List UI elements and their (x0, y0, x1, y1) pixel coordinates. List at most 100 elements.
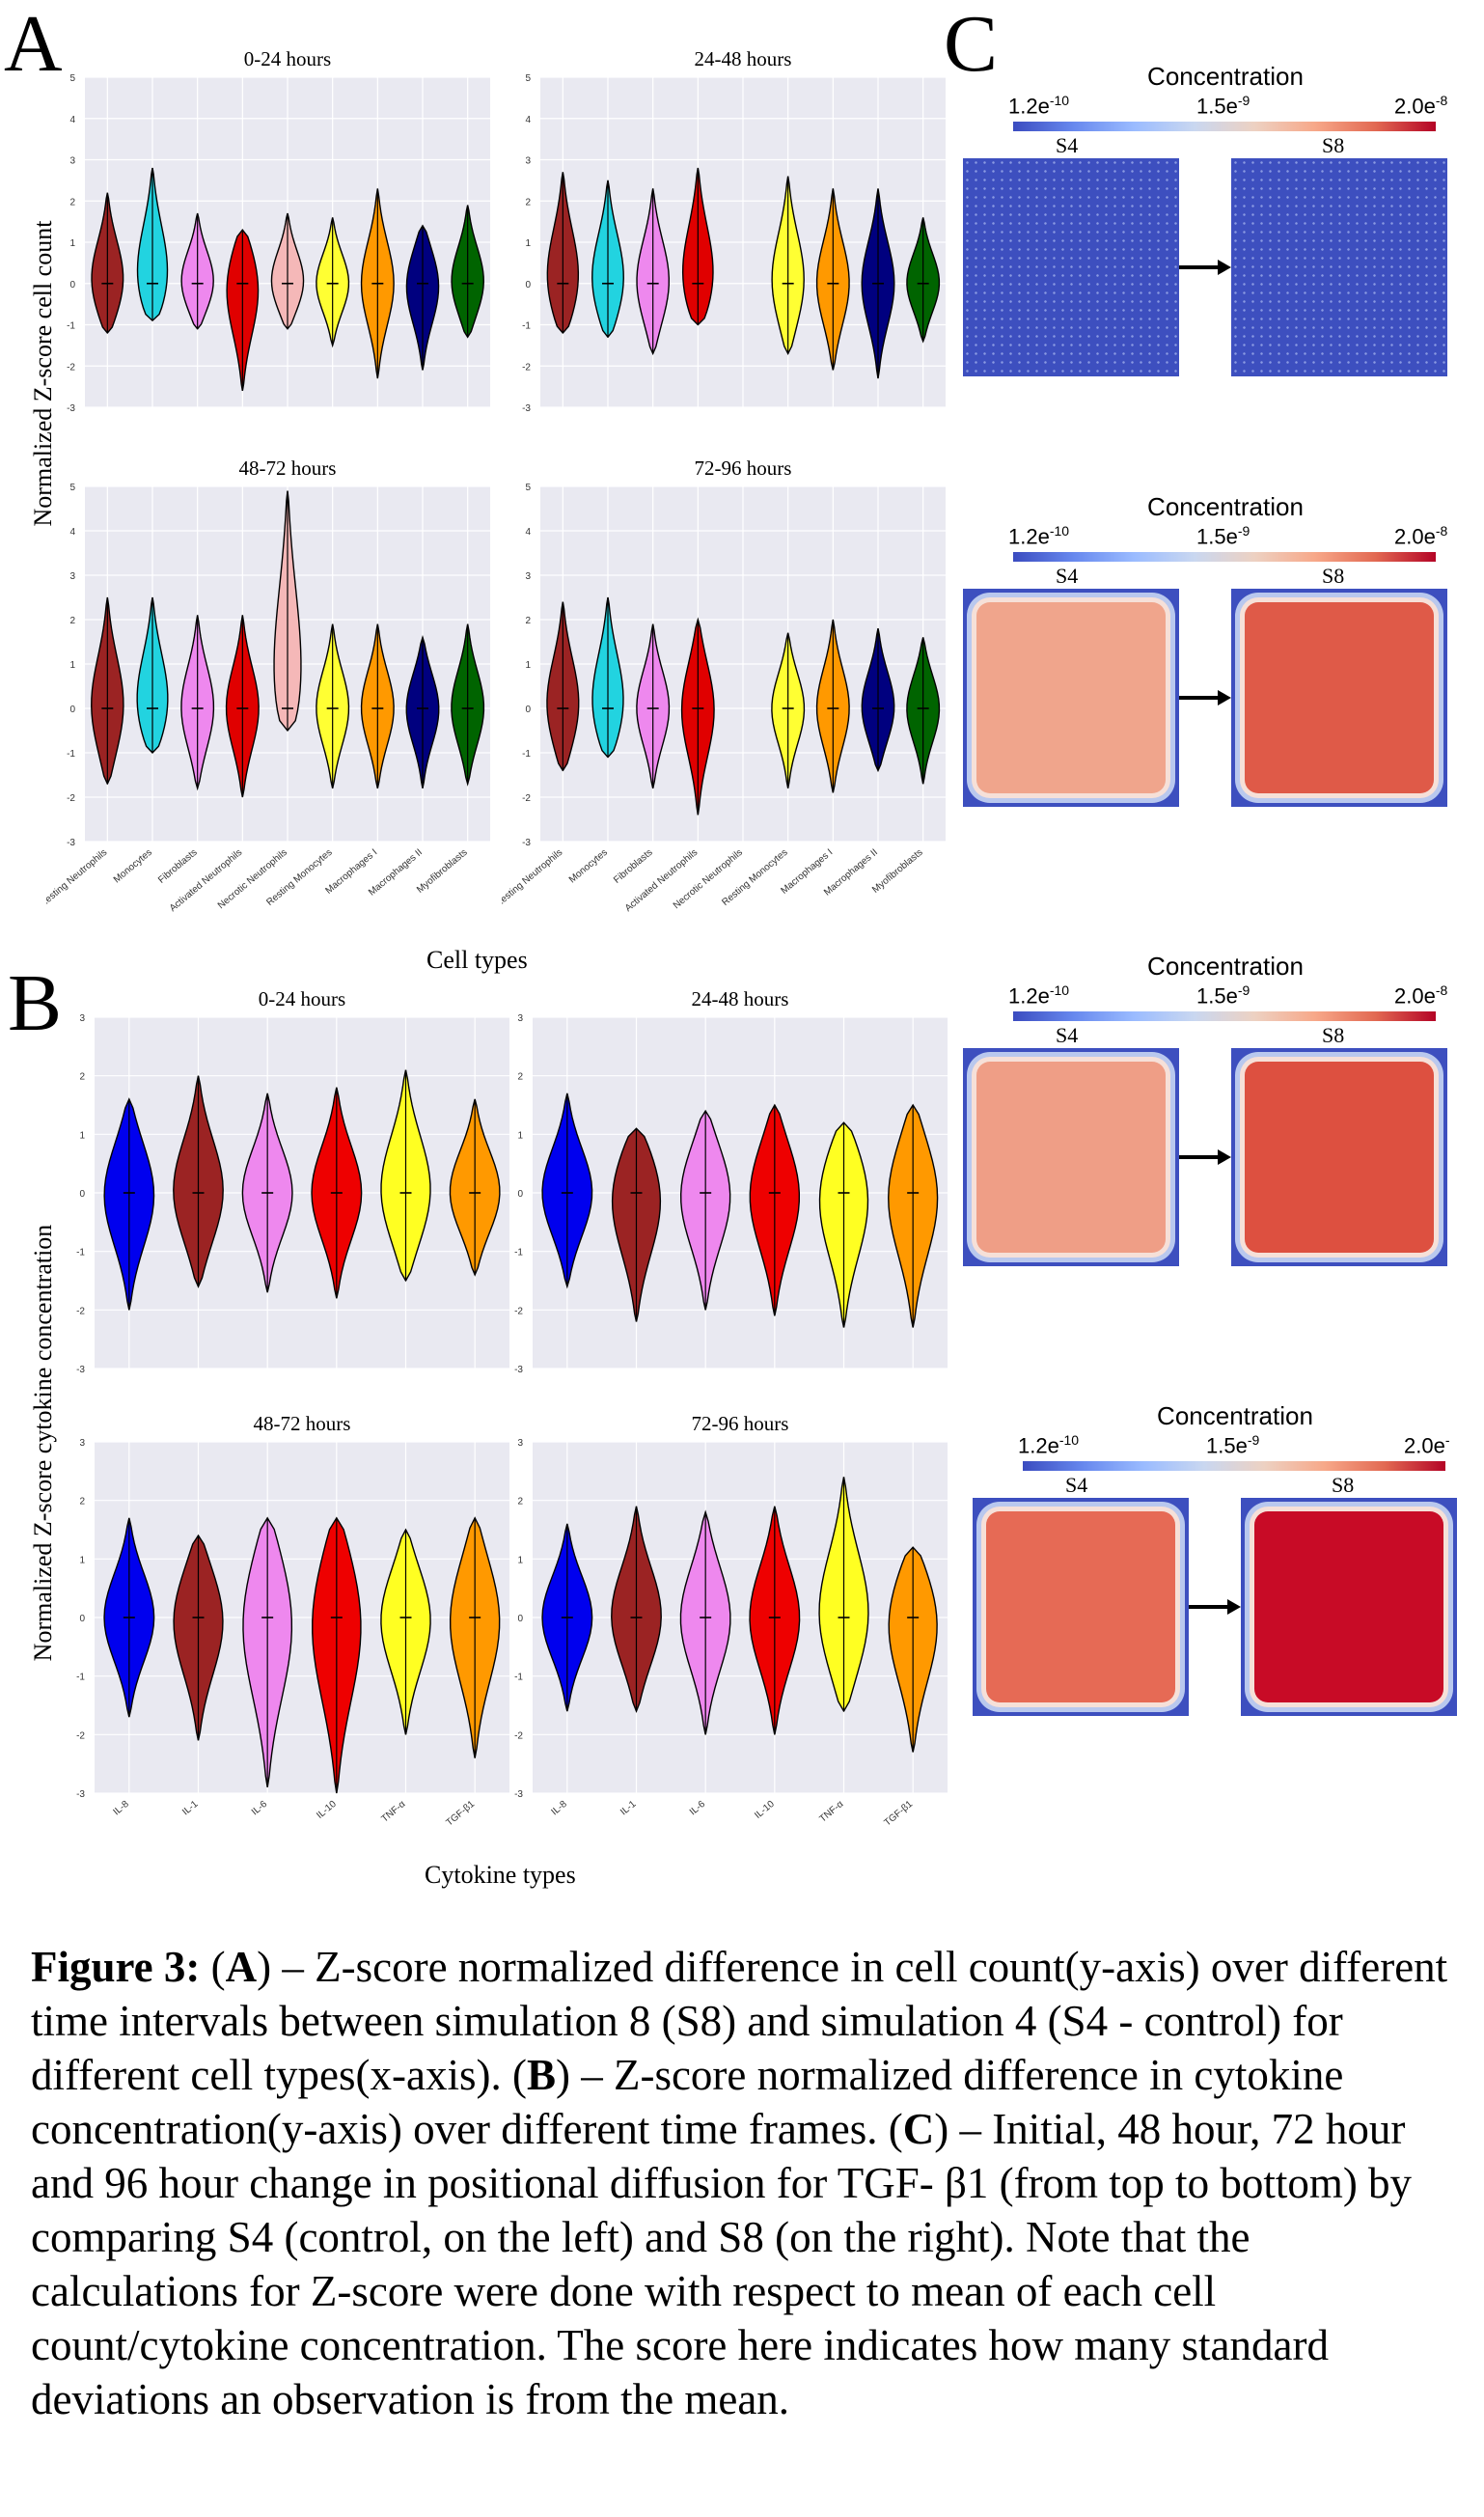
x-tick-label: TNF-α (379, 1799, 407, 1825)
sim-label-right: S8 (1322, 564, 1345, 588)
y-tick-label: -3 (514, 1789, 523, 1800)
x-tick-label: Monocytes (112, 847, 154, 886)
y-tick-label: -1 (514, 1673, 523, 1683)
x-tick-label: IL-6 (250, 1799, 270, 1818)
x-tick-label: IL-8 (549, 1799, 569, 1818)
sim-image-s4 (963, 1048, 1179, 1266)
y-tick-label: 0 (525, 280, 531, 290)
colorbar-tick: 2.0e-8 (1394, 93, 1448, 119)
y-tick-label: 4 (69, 527, 75, 538)
y-tick-label: 0 (79, 1189, 85, 1200)
y-tick-label: -2 (67, 793, 75, 804)
x-tick-label: IL-1 (180, 1799, 201, 1818)
panel-letter-b: B (8, 958, 63, 1048)
colorbar (1013, 1011, 1436, 1021)
y-tick-label: 2 (79, 1072, 85, 1083)
y-tick-label: 2 (525, 197, 531, 207)
y-tick-label: -3 (514, 1365, 523, 1375)
y-tick-label: -2 (76, 1730, 85, 1741)
caption-ref-a: A (225, 1943, 258, 1991)
y-tick-label: 5 (69, 483, 75, 493)
y-tick-label: -3 (76, 1365, 85, 1375)
colorbar-tick: 1.2e-10 (1008, 523, 1070, 549)
sim-image-s8 (1231, 589, 1447, 807)
colorbar-tick: 1.5e-9 (1196, 523, 1250, 549)
colorbar-title: Concentration (1147, 952, 1304, 981)
colorbar (1013, 122, 1436, 131)
chart-title: 0-24 hours (259, 987, 345, 1010)
y-tick-label: -2 (522, 793, 531, 804)
y-tick-label: 1 (525, 660, 531, 671)
y-tick-label: 2 (79, 1497, 85, 1507)
caption-ref-b: B (526, 2051, 556, 2099)
violin-chart-a-24-48: -3 -2 -1 0 1 2 3 4 5 24-48 hours (522, 47, 946, 414)
colorbar-tick: 2.0e-8 (1394, 982, 1448, 1009)
y-tick-label: 3 (525, 156, 531, 167)
y-tick-label: -1 (514, 1248, 523, 1258)
chart-title: 48-72 hours (239, 456, 337, 480)
y-tick-label: -1 (67, 321, 75, 332)
y-tick-label: -1 (76, 1248, 85, 1258)
y-tick-label: -3 (522, 838, 531, 848)
caption-text-3: ) – Z-score normalized difference in cyt… (31, 2051, 1344, 2153)
y-tick-label: -3 (522, 403, 531, 414)
chart-title: 48-72 hours (254, 1412, 351, 1435)
y-tick-label: 1 (79, 1130, 85, 1141)
y-tick-label: -3 (67, 403, 75, 414)
x-tick-label: Fibroblasts (156, 847, 200, 886)
caption-text-4: ) – Initial, 48 hour, 72 hour and 96 hou… (31, 2105, 1413, 2423)
violin-chart-a-0-24: -3 -2 -1 0 1 2 3 4 5 0-24 hours (67, 47, 490, 414)
arrow-right-icon (1189, 1599, 1241, 1615)
y-tick-label: 2 (525, 616, 531, 626)
y-tick-label: 3 (517, 1013, 523, 1024)
x-tick-label: Fibroblasts (612, 847, 655, 886)
sim-image-s4 (963, 589, 1179, 807)
colorbar-tick: 1.5e-9 (1196, 93, 1250, 119)
colorbar-tick: 1.5e-9 (1206, 1432, 1260, 1458)
y-tick-label: 3 (69, 156, 75, 167)
chart-title: 72-96 hours (692, 1412, 789, 1435)
caption-text-2: ) – Z-score normalized difference in cel… (31, 1943, 1448, 2099)
y-tick-label: 2 (69, 616, 75, 626)
colorbar-tick: 1.5e-9 (1196, 982, 1250, 1009)
panel-a-xlabel: Cell types (426, 946, 528, 974)
y-tick-label: 3 (79, 1013, 85, 1024)
y-tick-label: -2 (514, 1306, 523, 1316)
arrow-right-icon (1179, 1149, 1231, 1165)
y-tick-label: 1 (517, 1130, 523, 1141)
y-tick-label: 1 (525, 238, 531, 249)
x-tick-label: IL-10 (315, 1799, 339, 1821)
violin-chart-b-72-96: -3 -2 -1 0 1 2 3 72-96 hours IL-8 IL-1 IL-6 IL-10 TN… (514, 1412, 948, 1829)
sim-label-left: S4 (1056, 564, 1079, 588)
violin-chart-b-24-48: -3 -2 -1 0 1 2 3 24-48 hours (514, 987, 948, 1375)
sim-label-right: S8 (1322, 133, 1345, 157)
y-tick-label: 4 (69, 115, 75, 125)
y-tick-label: -3 (76, 1789, 85, 1800)
y-tick-label: -3 (67, 838, 75, 848)
panel-letter-a: A (4, 0, 63, 89)
colorbar-tick: 2.0e-8 (1394, 523, 1448, 549)
violin-chart-b-0-24: -3 -2 -1 0 1 2 3 0-24 hours (76, 987, 509, 1375)
arrow-right-icon (1179, 690, 1231, 705)
sim-label-left: S4 (1056, 1023, 1079, 1047)
y-tick-label: 4 (525, 115, 531, 125)
panel-letter-c: C (944, 0, 999, 89)
sim-label-right: S8 (1322, 1023, 1345, 1047)
chart-title: 0-24 hours (244, 47, 331, 70)
sim-image-s4 (963, 158, 1179, 376)
y-tick-label: 4 (525, 527, 531, 538)
y-tick-label: 0 (517, 1614, 523, 1624)
caption-label: Figure 3: (31, 1943, 201, 1991)
x-tick-label: Resting Neutrophils (46, 847, 109, 910)
violin-chart-a-72-96: -3 -2 -1 0 1 2 3 4 5 72-96 hours Resting Neutrophi… (502, 456, 946, 914)
y-tick-label: 5 (525, 483, 531, 493)
y-tick-label: 2 (517, 1497, 523, 1507)
x-tick-label: Monocytes (567, 847, 610, 886)
y-tick-label: 2 (69, 197, 75, 207)
y-tick-label: 0 (525, 705, 531, 715)
y-tick-label: -2 (522, 362, 531, 373)
caption-text-1: ( (200, 1943, 226, 1991)
colorbar-tick: 2.0e- (1404, 1432, 1450, 1458)
x-tick-label: IL-6 (688, 1799, 708, 1818)
y-tick-label: -1 (522, 321, 531, 332)
